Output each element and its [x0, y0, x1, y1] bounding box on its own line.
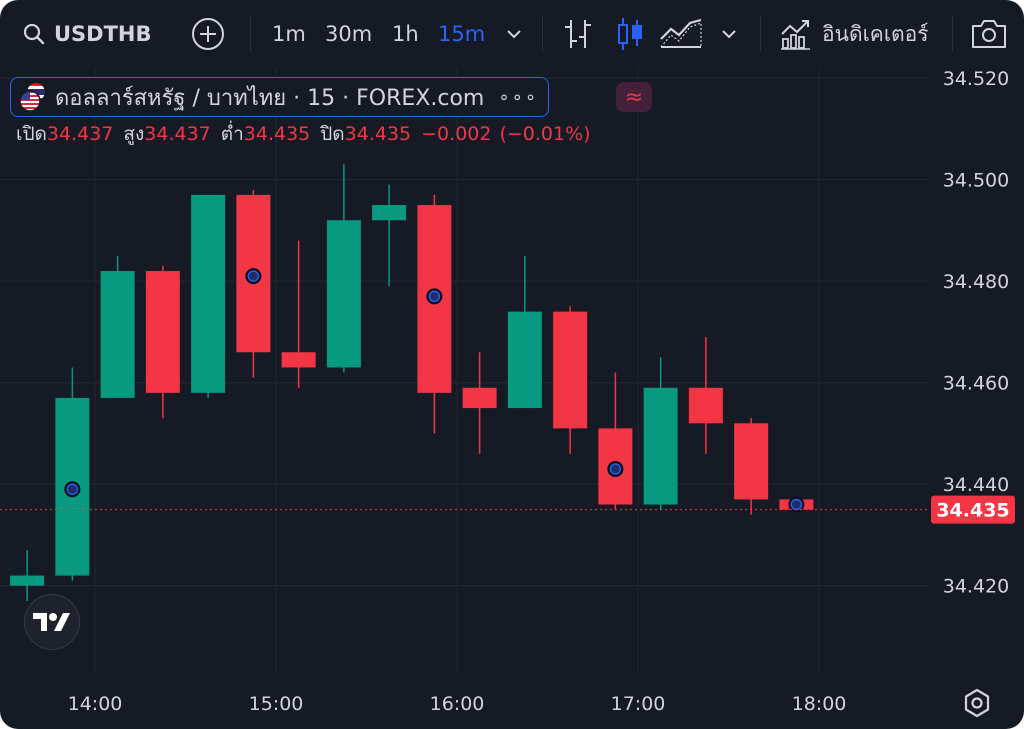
- candle-body: [507, 311, 542, 409]
- candle[interactable]: [462, 352, 497, 454]
- legend-title: ดอลลาร์สหรัฐ / บาทไทย · 15 · FOREX.com: [55, 85, 485, 111]
- indicators-button[interactable]: อินดิเคเตอร์: [780, 0, 929, 68]
- toolbar: USDTHB 1m 30m 1h 15m: [0, 0, 1024, 68]
- y-tick-label: 34.420: [943, 576, 1009, 598]
- chevron-down-icon: [507, 30, 521, 39]
- candle-body: [191, 194, 226, 393]
- chart-type-dropdown[interactable]: [720, 0, 738, 68]
- high-label: สูง: [123, 123, 145, 145]
- x-tick-label: 14:00: [68, 693, 123, 715]
- interval-dropdown[interactable]: [505, 0, 523, 68]
- candle[interactable]: [372, 184, 407, 287]
- bar-chart-button[interactable]: [562, 0, 594, 68]
- chevron-down-icon: [722, 30, 736, 39]
- candle-body: [10, 575, 45, 586]
- plus-circle-icon: [192, 18, 224, 50]
- event-marker-ring: [428, 290, 440, 303]
- area-chart-button[interactable]: [660, 0, 702, 68]
- event-marker-ring: [66, 483, 78, 495]
- indicators-label: อินดิเคเตอร์: [822, 21, 929, 46]
- candle[interactable]: [55, 367, 90, 581]
- candle-body: [553, 311, 588, 429]
- tradingview-logo-icon: [33, 613, 70, 631]
- y-tick-label: 34.520: [943, 68, 1009, 90]
- open-label: เปิด: [16, 123, 47, 145]
- interval-30m[interactable]: 30m: [325, 22, 373, 46]
- flag-icon: [19, 82, 46, 112]
- low-label: ต่ำ: [220, 123, 244, 145]
- low-value: 34.435: [243, 123, 311, 145]
- candle[interactable]: [688, 337, 723, 454]
- interval-15m[interactable]: 15m: [438, 22, 486, 46]
- candle-body: [281, 352, 316, 368]
- y-tick-label: 34.500: [943, 170, 1009, 192]
- y-tick-label: 34.480: [943, 271, 1009, 293]
- candle[interactable]: [417, 194, 452, 434]
- approx-badge[interactable]: ≈: [616, 82, 652, 112]
- interval-1m[interactable]: 1m: [272, 22, 306, 46]
- close-value: 34.435: [344, 123, 412, 145]
- candles-button[interactable]: [616, 0, 644, 68]
- screenshot-button[interactable]: [970, 0, 1008, 68]
- open-value: 34.437: [46, 123, 114, 145]
- candle[interactable]: [145, 265, 180, 419]
- candle-body: [643, 387, 678, 505]
- legend-more-button[interactable]: ∘∘∘: [498, 86, 539, 108]
- candle-body: [372, 205, 407, 221]
- candle-body: [326, 220, 361, 368]
- candle[interactable]: [100, 255, 135, 398]
- ohlc-values: เปิด 34.437 สูง 34.437 ต่ำ 34.435 ปิด 34…: [16, 120, 599, 148]
- event-marker-ring: [247, 270, 259, 282]
- interval-1h[interactable]: 1h: [392, 22, 419, 46]
- indicators-icon: [781, 20, 810, 50]
- candle[interactable]: [326, 164, 361, 373]
- event-marker-ring: [609, 463, 621, 475]
- x-tick-label: 17:00: [611, 693, 666, 715]
- candle[interactable]: [507, 255, 542, 409]
- camera-icon: [972, 20, 1006, 48]
- candle-body: [462, 387, 497, 409]
- candles-icon: [618, 18, 642, 50]
- x-tick-label: 16:00: [430, 693, 485, 715]
- compare-button[interactable]: [191, 0, 225, 68]
- candle[interactable]: [734, 418, 769, 515]
- candle[interactable]: [598, 372, 633, 510]
- symbol-search[interactable]: USDTHB: [22, 0, 152, 68]
- change-percent: (−0.01%): [499, 123, 591, 145]
- candle-body: [734, 423, 769, 500]
- candle-body: [100, 271, 135, 398]
- search-icon: [23, 23, 45, 45]
- area-chart-icon: [660, 19, 702, 48]
- symbol-name: USDTHB: [54, 22, 152, 46]
- x-tick-label: 18:00: [792, 693, 847, 715]
- high-value: 34.437: [144, 123, 211, 145]
- candle-body: [145, 271, 180, 393]
- candle-body: [688, 387, 723, 424]
- settings-icon[interactable]: [962, 688, 992, 718]
- candle[interactable]: [553, 306, 588, 454]
- change-value: −0.002: [421, 123, 492, 145]
- candle[interactable]: [191, 194, 226, 398]
- svg-text:34.435: 34.435: [936, 500, 1009, 522]
- y-tick-label: 34.440: [943, 474, 1009, 496]
- symbol-legend[interactable]: ดอลลาร์สหรัฐ / บาทไทย · 15 · FOREX.com ∘…: [10, 77, 550, 117]
- candle[interactable]: [10, 550, 45, 601]
- close-label: ปิด: [320, 123, 345, 145]
- last-price-label: 34.435: [931, 495, 1015, 524]
- x-tick-label: 15:00: [249, 693, 304, 715]
- bar-chart-icon: [565, 20, 591, 48]
- candle[interactable]: [643, 357, 678, 510]
- candle[interactable]: [281, 240, 316, 388]
- y-tick-label: 34.460: [943, 373, 1009, 395]
- tradingview-logo[interactable]: [24, 594, 80, 650]
